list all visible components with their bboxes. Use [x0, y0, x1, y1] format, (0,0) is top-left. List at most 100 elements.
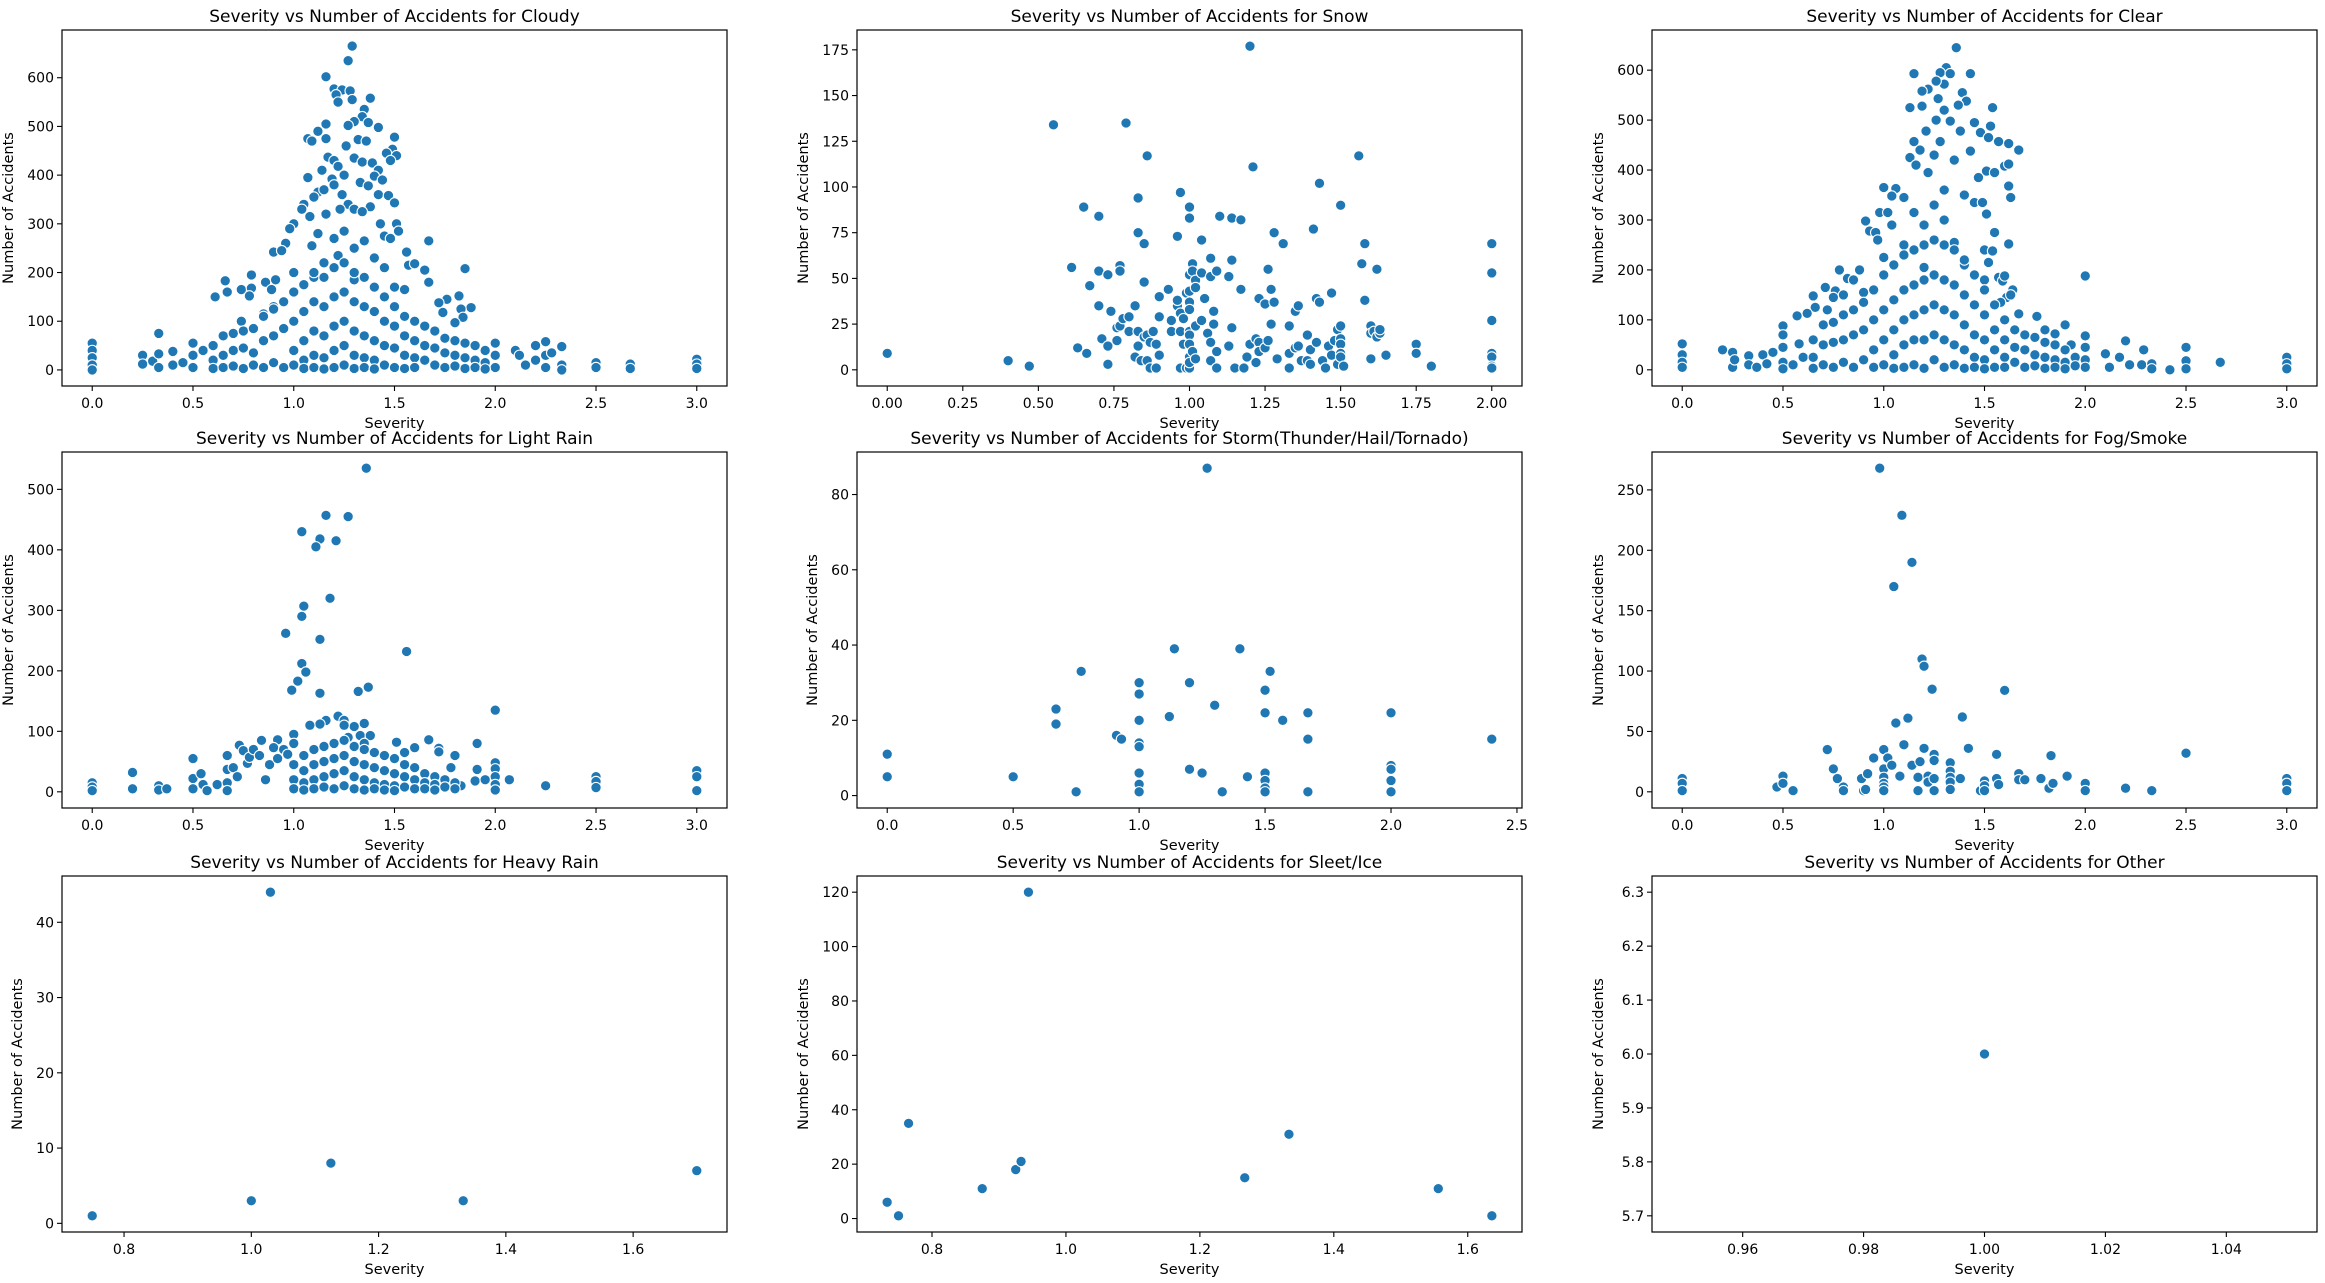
data-point — [348, 266, 360, 279]
data-point — [1486, 314, 1498, 327]
data-point — [1912, 784, 1924, 797]
y-tick-label: 300 — [1617, 213, 1644, 229]
data-point — [459, 352, 471, 364]
data-point — [1948, 154, 1961, 166]
data-point — [1807, 351, 1819, 364]
data-point — [1992, 135, 2005, 148]
data-point — [1133, 767, 1145, 779]
data-point — [1486, 237, 1498, 250]
points — [881, 462, 1498, 798]
data-point — [1944, 115, 1956, 127]
data-point — [257, 361, 270, 374]
y-tick-label: 500 — [27, 482, 54, 498]
data-point — [1928, 299, 1940, 311]
data-point — [2008, 341, 2021, 354]
data-point — [368, 783, 381, 795]
data-point — [408, 761, 421, 774]
data-point — [298, 362, 310, 375]
data-point — [1890, 717, 1902, 729]
data-point — [1968, 269, 1981, 281]
x-tick-label: 1.5 — [383, 396, 405, 412]
data-point — [408, 361, 421, 374]
data-point — [1928, 199, 1940, 211]
data-point — [439, 332, 451, 345]
y-axis-label: Number of Accidents — [1591, 554, 1607, 706]
data-point — [296, 610, 308, 623]
scatter-panel: 0.0 0.5 1.0 1.5 2.0 2.5 3.0 0 100 200 300 400 500 600… — [1591, 7, 2318, 432]
data-point — [1304, 343, 1317, 356]
data-point — [398, 770, 411, 783]
y-tick-label: 40 — [36, 915, 54, 931]
data-point — [1385, 763, 1397, 775]
data-point — [539, 780, 552, 792]
data-point — [408, 783, 421, 795]
data-point — [1968, 116, 1981, 129]
x-tick-label: 1.0 — [283, 396, 305, 412]
data-point — [437, 306, 449, 319]
y-tick-label: 175 — [822, 43, 849, 59]
data-point — [2059, 319, 2071, 331]
chart-title: Severity vs Number of Accidents for Othe… — [1804, 853, 2164, 873]
data-point — [489, 704, 502, 716]
data-point — [469, 775, 481, 787]
data-point — [362, 180, 375, 192]
data-point — [398, 349, 411, 362]
data-point — [423, 734, 435, 746]
data-point — [2180, 363, 2192, 375]
data-point — [1888, 362, 1900, 375]
data-point — [358, 743, 371, 756]
data-point — [376, 174, 389, 186]
data-point — [1226, 254, 1238, 266]
data-point — [1129, 300, 1141, 312]
data-point — [1162, 283, 1175, 296]
y-tick-label: 80 — [831, 488, 849, 504]
x-tick-label: 1.5 — [1973, 396, 1995, 412]
y-tick-label: 400 — [27, 168, 54, 184]
data-point — [1833, 264, 1846, 276]
data-point — [378, 359, 391, 371]
x-tick-label: 1.4 — [495, 1242, 517, 1258]
data-point — [237, 342, 250, 354]
data-point — [2039, 351, 2051, 364]
data-point — [207, 362, 219, 375]
data-point — [308, 266, 320, 279]
data-point — [287, 286, 300, 298]
data-point — [332, 160, 344, 173]
y-tick-label: 150 — [1617, 604, 1644, 620]
data-point — [1807, 290, 1819, 302]
data-point — [1171, 294, 1184, 307]
data-point — [2146, 363, 2158, 375]
x-tick-label: 1.0 — [1873, 818, 1895, 834]
data-point — [1213, 210, 1226, 222]
x-tick-label: 1.2 — [367, 1242, 389, 1258]
data-point — [1898, 249, 1910, 261]
data-point — [398, 310, 411, 323]
data-point — [362, 681, 375, 693]
data-point — [1948, 309, 1961, 321]
data-point — [1918, 274, 1930, 286]
data-point — [2002, 137, 2015, 150]
data-point — [267, 356, 280, 369]
data-point — [1998, 270, 2011, 282]
data-point — [1359, 237, 1371, 250]
x-tick-label: 0.5 — [182, 396, 204, 412]
data-point — [348, 295, 360, 308]
data-point — [1163, 710, 1176, 723]
data-point — [2047, 777, 2059, 790]
y-tick-label: 400 — [27, 543, 54, 559]
data-point — [1877, 359, 1890, 371]
x-tick-label: 2.5 — [2175, 396, 2197, 412]
data-point — [459, 262, 471, 275]
data-point — [314, 687, 326, 699]
data-point — [1195, 234, 1208, 246]
y-tick-label: 200 — [27, 664, 54, 680]
data-point — [1877, 269, 1890, 281]
data-point — [1022, 886, 1035, 898]
data-point — [1304, 358, 1317, 371]
data-point — [1023, 360, 1036, 372]
data-point — [1807, 362, 1819, 375]
data-point — [348, 242, 360, 254]
data-point — [1133, 786, 1145, 798]
data-point — [423, 235, 435, 247]
data-point — [1938, 104, 1950, 116]
